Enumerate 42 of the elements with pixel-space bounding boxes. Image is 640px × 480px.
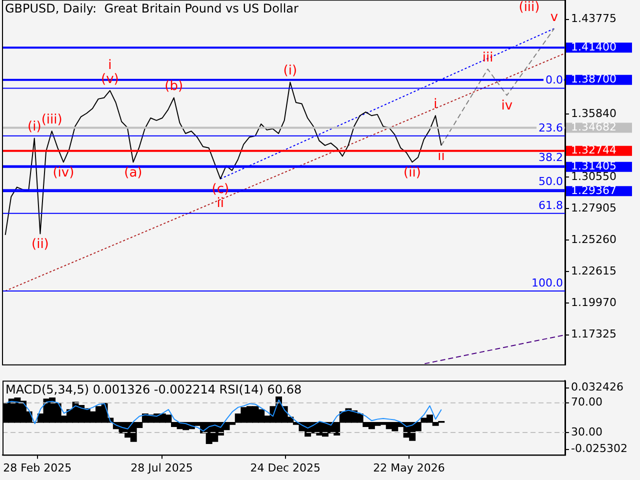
- annotation: (iii): [518, 0, 540, 15]
- y-tick-label: 1.17325: [571, 328, 616, 341]
- x-tick-label: 28 Feb 2025: [3, 461, 72, 474]
- chart-title: MACD(5,34,5) 0.001326 -0.002214 RSI(14) 60.68: [6, 382, 302, 397]
- annotation: 61.8: [538, 198, 563, 212]
- x-tick-label: 24 Dec 2025: [250, 461, 321, 474]
- annotation: ii: [216, 196, 224, 212]
- y2-tick-label: 70.00: [571, 396, 602, 409]
- annotation: (ii): [404, 166, 421, 181]
- annotation: (i): [28, 120, 42, 135]
- annotation: (iii): [41, 112, 62, 128]
- x-tick-label: 28 Jul 2025: [130, 461, 193, 474]
- annotation: (i): [283, 64, 298, 79]
- annotation: (a): [124, 166, 142, 181]
- ref-line-label: 1.34682: [571, 120, 616, 134]
- annotation: i: [434, 97, 438, 112]
- annotation: 23.6: [538, 121, 563, 134]
- annotation: 0.0: [546, 74, 563, 87]
- annotation: 100.0: [532, 276, 563, 290]
- y-tick-label: 1.43775: [571, 12, 616, 26]
- annotation: iii: [482, 50, 494, 66]
- ref-line-label: 1.38700: [571, 72, 616, 86]
- y-tick-label: 1.35840: [571, 106, 616, 120]
- annotation: v: [550, 10, 558, 25]
- annotation: i: [108, 58, 112, 73]
- chart-title: GBPUSD, Daily: Great Britain Pound vs US Dollar: [5, 2, 299, 16]
- annotation: (iv): [52, 166, 74, 181]
- annotation: (ii): [32, 237, 49, 252]
- ref-line-label: 1.32744: [571, 144, 616, 157]
- y-tick-label: 1.25260: [571, 232, 616, 246]
- x-tick-label: 22 May 2026: [373, 461, 445, 474]
- annotation: 50.0: [538, 174, 563, 188]
- ref-line-label: 1.29367: [571, 184, 616, 198]
- y-tick-label: 1.22615: [571, 264, 616, 278]
- y-tick-label: 0.032426: [571, 380, 624, 394]
- annotation: iv: [501, 98, 513, 114]
- ref-line-label: 1.41400: [571, 40, 616, 54]
- y2-tick-label: 30.00: [571, 425, 602, 438]
- y-tick-label: -0.025302: [571, 442, 628, 456]
- y-tick-label: 1.27905: [571, 201, 616, 214]
- y-tick-label: 1.19970: [571, 296, 616, 310]
- annotation: 38.2: [538, 151, 563, 164]
